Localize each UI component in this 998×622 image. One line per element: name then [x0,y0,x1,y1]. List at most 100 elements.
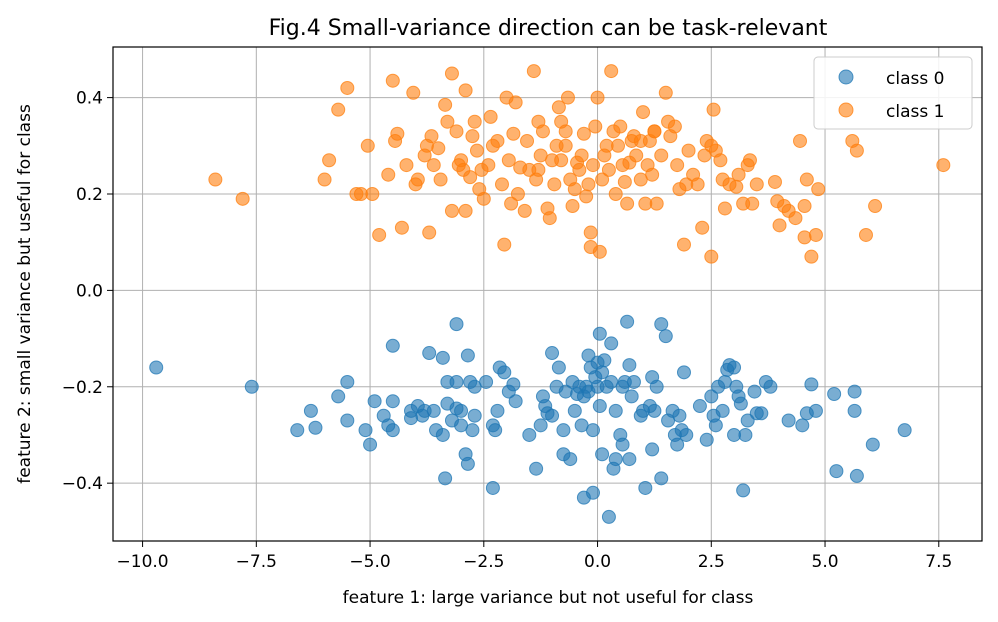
data-point-class-0 [435,427,450,442]
data-point-class-0 [467,408,482,423]
data-point-class-1 [649,196,664,211]
y-tick-label: 0.2 [76,185,103,205]
data-point-class-1 [629,148,644,163]
data-point-class-0 [585,485,600,500]
data-point-class-1 [483,109,498,124]
data-point-class-1 [713,153,728,168]
data-point-class-1 [542,211,557,226]
data-point-class-1 [554,153,569,168]
data-point-class-0 [699,432,714,447]
data-point-class-0 [308,420,323,435]
data-point-class-0 [645,442,660,457]
data-point-class-0 [638,480,653,495]
data-point-class-0 [422,346,437,361]
data-point-class-1 [465,129,480,144]
x-tick-label: −10.0 [117,552,169,572]
data-point-class-1 [804,249,819,264]
data-point-class-0 [649,379,664,394]
plot-frame [112,46,983,542]
data-point-class-1 [799,172,814,187]
data-point-class-0 [658,329,673,344]
data-point-class-1 [717,201,732,216]
data-point-class-1 [590,90,605,105]
data-point-class-1 [426,158,441,173]
data-point-class-1 [331,102,346,117]
data-point-class-0 [585,423,600,438]
data-point-class-0 [654,471,669,486]
data-point-class-0 [545,408,560,423]
data-point-class-1 [858,227,873,242]
data-point-class-1 [617,174,632,189]
data-point-class-0 [704,389,719,404]
data-point-class-1 [551,100,566,115]
data-point-class-1 [506,126,521,141]
data-point-class-1 [322,153,337,168]
data-point-class-0 [497,365,512,380]
x-tick-label: 0.0 [584,552,611,572]
data-point-class-1 [520,133,535,148]
data-point-class-1 [608,186,623,201]
data-point-class-1 [811,182,826,197]
data-point-class-0 [385,338,400,353]
data-point-class-1 [385,73,400,88]
y-tick-label: 0.4 [76,89,103,109]
data-point-class-1 [317,172,332,187]
data-point-class-1 [560,90,575,105]
data-point-class-1 [558,124,573,139]
data-point-class-1 [504,196,519,211]
legend-label-class-1: class 1 [886,102,944,122]
data-point-class-0 [358,423,373,438]
data-point-class-1 [360,138,375,153]
data-point-class-1 [654,148,669,163]
y-axis-label: feature 2: small variance but useful for… [15,104,35,484]
data-point-class-0 [460,348,475,363]
data-point-class-0 [290,423,305,438]
data-point-class-0 [865,437,880,452]
x-tick-label: −5.0 [349,552,390,572]
data-point-class-0 [624,389,639,404]
data-point-class-0 [149,360,164,375]
data-point-class-1 [767,174,782,189]
data-point-class-1 [481,158,496,173]
data-point-class-0 [244,379,259,394]
data-point-class-0 [608,403,623,418]
data-point-class-0 [340,413,355,428]
data-point-class-1 [517,203,532,218]
data-point-class-0 [733,396,748,411]
x-tick-label: −7.5 [236,552,277,572]
x-tick-label: −2.5 [463,552,504,572]
data-point-class-1 [808,227,823,242]
data-point-class-1 [704,138,719,153]
data-point-class-1 [749,177,764,192]
data-point-class-0 [522,427,537,442]
data-point-class-0 [647,403,662,418]
data-point-class-0 [404,411,419,426]
data-point-class-1 [490,133,505,148]
data-point-class-1 [381,167,396,182]
data-point-class-0 [435,350,450,365]
legend-box [813,56,973,130]
data-point-class-0 [597,353,612,368]
data-point-class-1 [695,220,710,235]
data-point-class-0 [847,384,862,399]
data-point-class-1 [581,177,596,192]
data-point-class-0 [303,403,318,418]
data-point-class-0 [654,317,669,332]
data-point-class-0 [620,314,635,329]
data-point-class-1 [576,126,591,141]
data-point-class-1 [793,133,808,148]
data-point-class-0 [738,427,753,442]
data-point-class-1 [574,148,589,163]
data-point-class-1 [431,141,446,156]
data-point-class-0 [615,437,630,452]
data-point-class-0 [567,403,582,418]
data-point-class-0 [385,394,400,409]
legend-marker-class-0 [838,69,854,85]
data-point-class-1 [410,172,425,187]
data-point-class-1 [706,102,721,117]
data-point-class-0 [595,447,610,462]
data-point-class-1 [235,191,250,206]
data-point-class-0 [592,326,607,341]
data-point-class-1 [572,162,587,177]
data-point-class-1 [501,153,516,168]
